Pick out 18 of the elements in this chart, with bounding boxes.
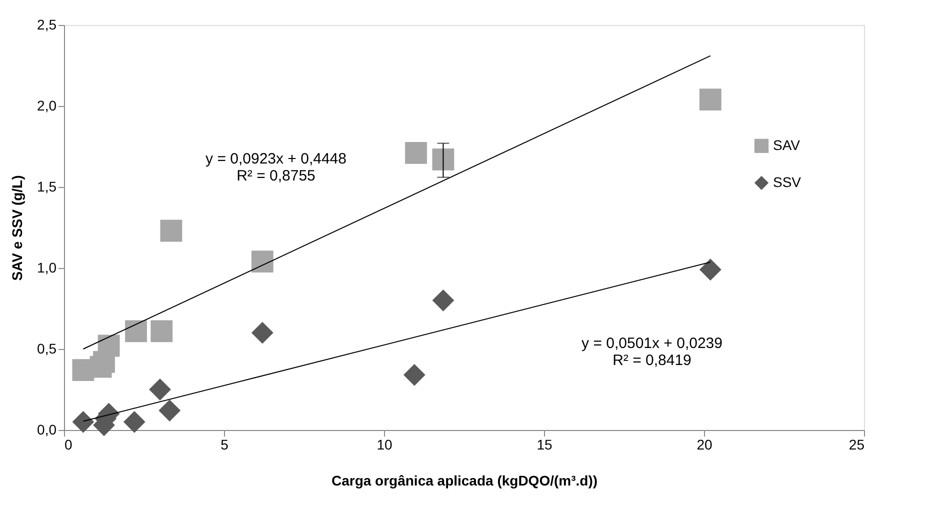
legend-label: SAV (773, 136, 801, 153)
x-tick-label: 25 (848, 436, 865, 452)
y-tick-label: 0,5 (37, 340, 57, 356)
y-tick-label: 0,0 (37, 422, 57, 438)
x-tick-label: 10 (376, 436, 392, 452)
x-axis-title: Carga orgânica aplicada (kgDQO/(m³.d)) (331, 472, 598, 488)
y-tick-label: 2,0 (37, 98, 57, 114)
y-axis-title: SAV e SSV (g/L) (9, 175, 26, 281)
x-tick-label: 15 (536, 436, 552, 452)
x-tick-label: 5 (220, 436, 229, 452)
x-tick-label: 20 (696, 436, 712, 452)
y-tick-label: 2,5 (37, 16, 57, 32)
annotation: y = 0,0501x + 0,0239 R² = 0,8419 (582, 334, 722, 369)
y-tick-label: 1,0 (37, 260, 57, 276)
legend-label: SSV (773, 174, 802, 190)
x-tick-label: 0 (64, 436, 72, 452)
y-tick-label: 1,5 (37, 178, 57, 194)
annotation: y = 0,0923x + 0,4448 R² = 0,8755 (206, 150, 346, 185)
